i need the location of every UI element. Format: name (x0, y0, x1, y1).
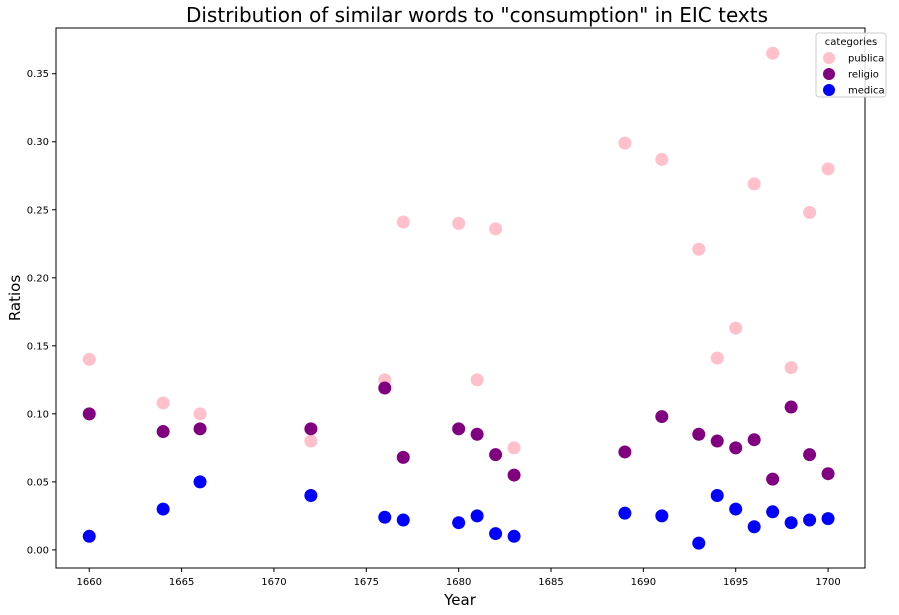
point-medica (747, 520, 761, 534)
point-religio (747, 433, 761, 447)
point-religio (729, 441, 743, 455)
point-publica (82, 352, 96, 366)
x-axis-label: Year (443, 591, 477, 609)
point-medica (766, 505, 780, 519)
legend-marker-religio (823, 68, 835, 80)
point-medica (489, 527, 503, 541)
axis-ticks: 1660 1665 1670 1675 1680 1685 1690 1695 1700 0.00… (27, 69, 841, 588)
series-religio (82, 381, 835, 486)
point-medica (784, 516, 798, 530)
point-medica (692, 536, 706, 550)
point-publica (470, 373, 484, 387)
x-tick-label: 1695 (723, 577, 748, 588)
point-religio (766, 472, 780, 486)
point-medica (803, 513, 817, 527)
point-medica (452, 516, 466, 530)
y-axis-label: Ratios (6, 275, 24, 322)
point-publica (747, 177, 761, 191)
y-tick-label: 0.10 (27, 409, 49, 420)
x-tick-label: 1670 (261, 577, 286, 588)
point-medica (470, 509, 484, 523)
point-medica (304, 488, 318, 502)
point-religio (692, 427, 706, 441)
x-tick-label: 1660 (77, 577, 102, 588)
point-religio (821, 467, 835, 481)
x-tick-label: 1680 (446, 577, 471, 588)
point-religio (452, 422, 466, 436)
legend-label-publica: publica (848, 54, 884, 65)
legend-box (815, 32, 887, 98)
point-medica (710, 488, 724, 502)
point-religio (784, 400, 798, 414)
point-publica (821, 162, 835, 176)
point-medica (729, 502, 743, 516)
y-tick-label: 0.25 (27, 205, 49, 216)
point-medica (82, 529, 96, 543)
point-medica (378, 510, 392, 524)
point-medica (156, 502, 170, 516)
point-publica (396, 215, 410, 229)
point-religio (156, 425, 170, 439)
point-religio (655, 410, 669, 424)
legend-label-medica: medica (848, 86, 885, 97)
point-medica (507, 529, 521, 543)
point-publica (156, 396, 170, 410)
point-religio (82, 407, 96, 421)
legend: categories publica religio medica (815, 32, 887, 98)
chart-title: Distribution of similar words to "consum… (186, 3, 768, 27)
point-publica (655, 152, 669, 166)
point-publica (193, 407, 207, 421)
x-tick-label: 1675 (354, 577, 379, 588)
x-tick-label: 1700 (815, 577, 840, 588)
y-tick-label: 0.15 (27, 341, 49, 352)
legend-marker-publica (823, 52, 835, 64)
plot-frame (55, 27, 866, 569)
point-publica (507, 441, 521, 455)
point-publica (304, 434, 318, 448)
point-publica (766, 46, 780, 60)
point-religio (378, 381, 392, 395)
point-publica (452, 216, 466, 230)
point-publica (618, 136, 632, 150)
y-tick-label: 0.20 (27, 273, 49, 284)
point-publica (784, 361, 798, 375)
y-tick-label: 0.05 (27, 477, 49, 488)
y-tick-label: 0.30 (27, 137, 49, 148)
legend-label-religio: religio (848, 70, 879, 81)
point-medica (821, 512, 835, 526)
point-publica (692, 242, 706, 256)
point-religio (489, 448, 503, 462)
point-publica (803, 205, 817, 219)
point-publica (489, 222, 503, 236)
x-tick-label: 1665 (169, 577, 194, 588)
point-religio (396, 450, 410, 464)
point-publica (710, 351, 724, 365)
legend-title: categories (825, 37, 877, 48)
point-medica (193, 475, 207, 489)
series-medica (82, 475, 835, 550)
point-medica (655, 509, 669, 523)
point-religio (618, 445, 632, 459)
data-points (82, 46, 835, 550)
y-tick-label: 0.00 (27, 545, 49, 556)
point-medica (396, 513, 410, 527)
legend-marker-medica (823, 84, 835, 96)
point-religio (507, 468, 521, 482)
y-tick-label: 0.35 (27, 69, 49, 80)
point-religio (470, 427, 484, 441)
x-tick-label: 1690 (631, 577, 656, 588)
point-medica (618, 506, 632, 520)
point-religio (803, 448, 817, 462)
point-religio (304, 422, 318, 436)
point-publica (729, 321, 743, 335)
point-religio (193, 422, 207, 436)
x-tick-label: 1685 (538, 577, 563, 588)
point-religio (710, 434, 724, 448)
